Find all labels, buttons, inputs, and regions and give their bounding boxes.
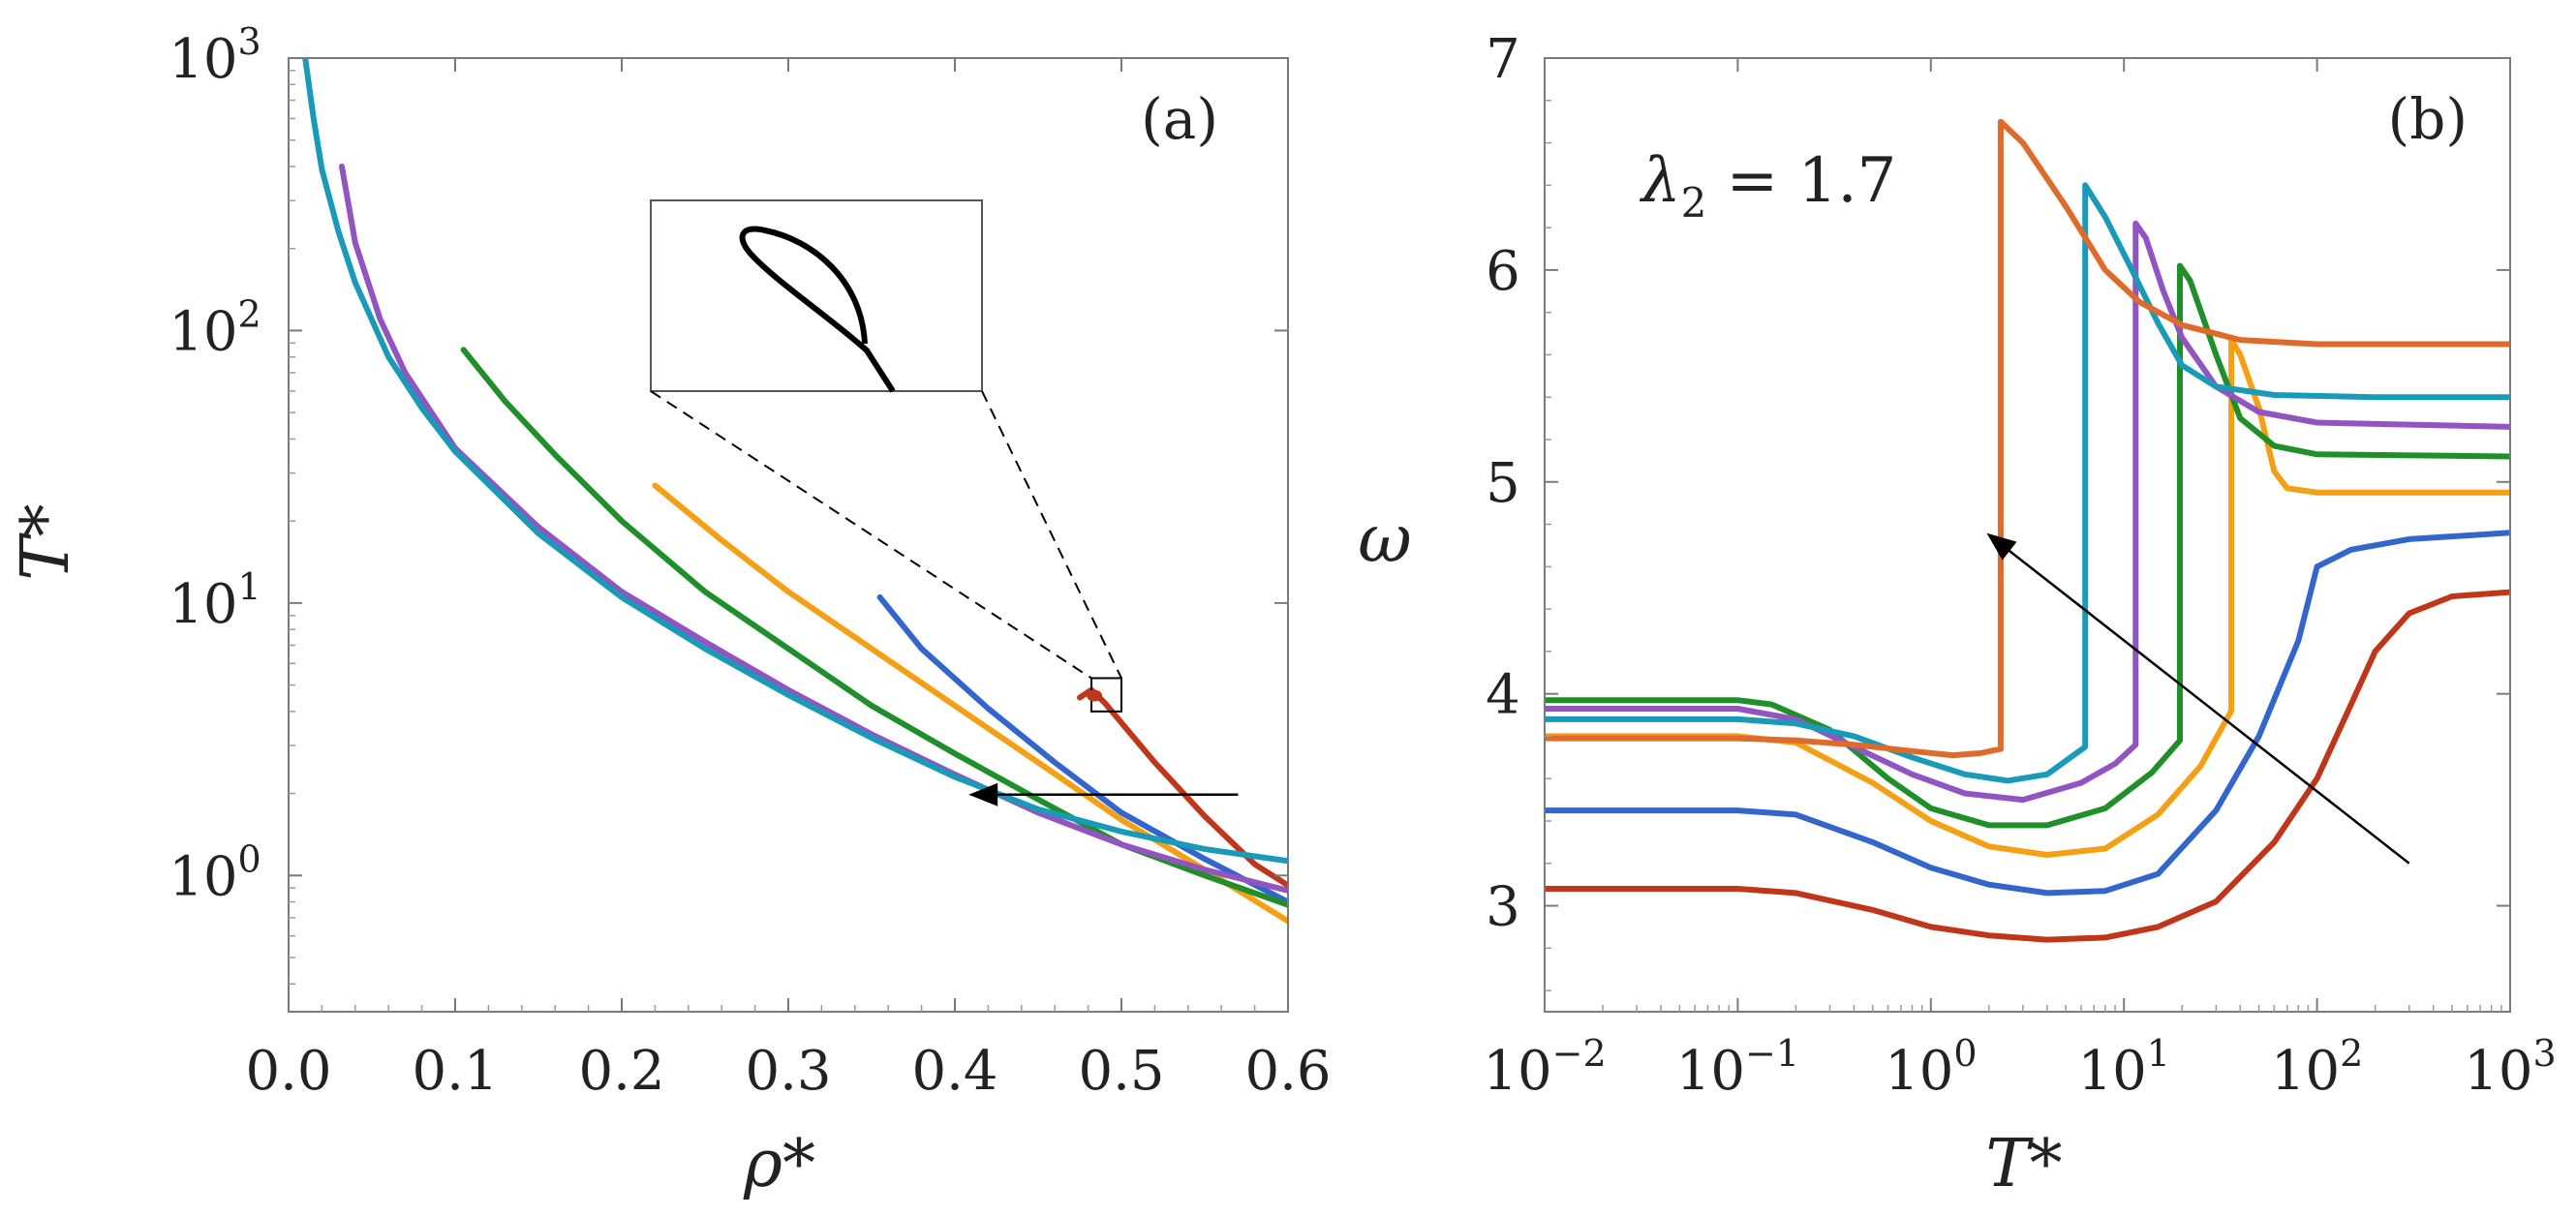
inset-connector-left bbox=[650, 390, 1092, 680]
panel-b-xtick-label-exp: 2 bbox=[2340, 1032, 2363, 1075]
panel-b-ylabel: ω bbox=[1358, 502, 1411, 578]
panel-a-xtick-label: 0.0 bbox=[245, 1040, 331, 1103]
panel-b-xtick-label: 103 bbox=[2464, 1032, 2556, 1103]
panel-b-xtick-label-base: 10 bbox=[1483, 1040, 1551, 1103]
inset-connector-right bbox=[981, 390, 1122, 679]
panel-b-xtick-label: 10−2 bbox=[1483, 1032, 1606, 1103]
panel-a-xtick-label: 0.1 bbox=[412, 1040, 498, 1103]
panel-a-xtick-label: 0.2 bbox=[578, 1040, 664, 1103]
panel-b-arrow bbox=[1986, 532, 2410, 865]
panel-b-arrow-line bbox=[1986, 532, 2410, 865]
panel-a-ytick-label-exp: 3 bbox=[238, 20, 261, 63]
panel-b-series-orange bbox=[1545, 337, 2510, 858]
panel-b-series-purple bbox=[1545, 220, 2510, 804]
inset-curve bbox=[739, 226, 896, 393]
panel-b-ytick-label: 4 bbox=[1486, 664, 1520, 727]
panel-b-xtick-label: 10−1 bbox=[1676, 1032, 1799, 1103]
panel-b-frame bbox=[1544, 57, 2511, 1013]
panel-a-series-cyan bbox=[302, 58, 1288, 865]
lambda-subscript: 2 bbox=[1681, 179, 1707, 227]
panel-a-ytick-label-exp: 1 bbox=[238, 565, 261, 608]
panel-b-xtick-label-exp: −1 bbox=[1745, 1032, 1799, 1075]
lambda-value: = 1.7 bbox=[1706, 145, 1896, 217]
panel-a-series-orange bbox=[652, 482, 1288, 925]
panel-a-ytick-label: 102 bbox=[169, 292, 261, 363]
panel-b-ytick-label: 7 bbox=[1486, 28, 1520, 91]
panel-a-ytick-label-base: 10 bbox=[169, 573, 237, 636]
panel-b-series-green bbox=[1545, 262, 2510, 829]
inset-frame bbox=[650, 199, 983, 392]
panel-b-series-blue bbox=[1545, 530, 2510, 897]
panel-a-red-loop bbox=[1087, 689, 1103, 702]
panel-a-xtick-label: 0.6 bbox=[1244, 1040, 1331, 1103]
panel-b-curves bbox=[1545, 118, 2510, 943]
panel-a-ytick-label: 100 bbox=[169, 837, 261, 908]
panel-b-xtick-label-base: 10 bbox=[1885, 1040, 1953, 1103]
panel-a-ytick-label-exp: 0 bbox=[238, 837, 261, 880]
panel-b-xtick-label-exp: 3 bbox=[2533, 1032, 2557, 1075]
panel-b-xtick-label-base: 10 bbox=[2271, 1040, 2340, 1103]
panel-a-series-green bbox=[460, 347, 1288, 908]
panel-a-label: (a) bbox=[1141, 86, 1218, 152]
panel-a-ytick-label-base: 10 bbox=[169, 845, 237, 908]
panel-a-ytick-label-exp: 2 bbox=[238, 292, 261, 335]
panel-b-series-dark_orange bbox=[1545, 118, 2510, 759]
panel-a-series-blue bbox=[876, 593, 1288, 905]
panel-a-xtick-label: 0.5 bbox=[1078, 1040, 1164, 1103]
panel-b-xtick-label: 100 bbox=[1885, 1032, 1977, 1103]
panel-b-xtick-label-exp: 0 bbox=[1953, 1032, 1977, 1075]
panel-b-xtick-label-base: 10 bbox=[2077, 1040, 2146, 1103]
panel-b-label: (b) bbox=[2388, 86, 2468, 152]
panel-b-xtick-label-exp: 1 bbox=[2147, 1032, 2170, 1075]
panel-a-series-purple bbox=[339, 164, 1288, 894]
panel-a-xtick-label: 0.4 bbox=[911, 1040, 997, 1103]
panel-a-inset bbox=[650, 199, 1123, 713]
panel-a-ytick-label: 103 bbox=[169, 20, 261, 91]
panel-a-ytick-label-base: 10 bbox=[169, 28, 237, 91]
panel-b-series-cyan bbox=[1545, 182, 2510, 784]
panel-a-ytick-label: 101 bbox=[169, 565, 261, 636]
panel-b-xtick-label-base: 10 bbox=[1676, 1040, 1745, 1103]
lambda-symbol: λ bbox=[1639, 145, 1681, 217]
panel-b-xtick-label-base: 10 bbox=[2464, 1040, 2532, 1103]
panel-b-xtick-label: 101 bbox=[2077, 1032, 2169, 1103]
panel-b-ytick-label: 3 bbox=[1486, 876, 1520, 939]
panel-a-xtick-label: 0.3 bbox=[745, 1040, 831, 1103]
panel-a-curves bbox=[302, 58, 1288, 925]
panel-b-xtick-label-exp: −2 bbox=[1552, 1032, 1607, 1075]
panel-a-ylabel: T* bbox=[8, 503, 84, 580]
panel-b-xlabel: T* bbox=[1985, 1126, 2062, 1202]
panel-b-xtick-label: 102 bbox=[2271, 1032, 2363, 1103]
panel-a-xlabel: ρ* bbox=[743, 1126, 815, 1202]
panel-a-ytick-label-base: 10 bbox=[169, 300, 237, 363]
panel-b-ytick-label: 5 bbox=[1486, 452, 1520, 515]
lambda-annotation: λ2 = 1.7 bbox=[1639, 145, 1896, 227]
panel-b-ytick-label: 6 bbox=[1486, 240, 1520, 303]
panel-b-series-red bbox=[1545, 589, 2510, 943]
